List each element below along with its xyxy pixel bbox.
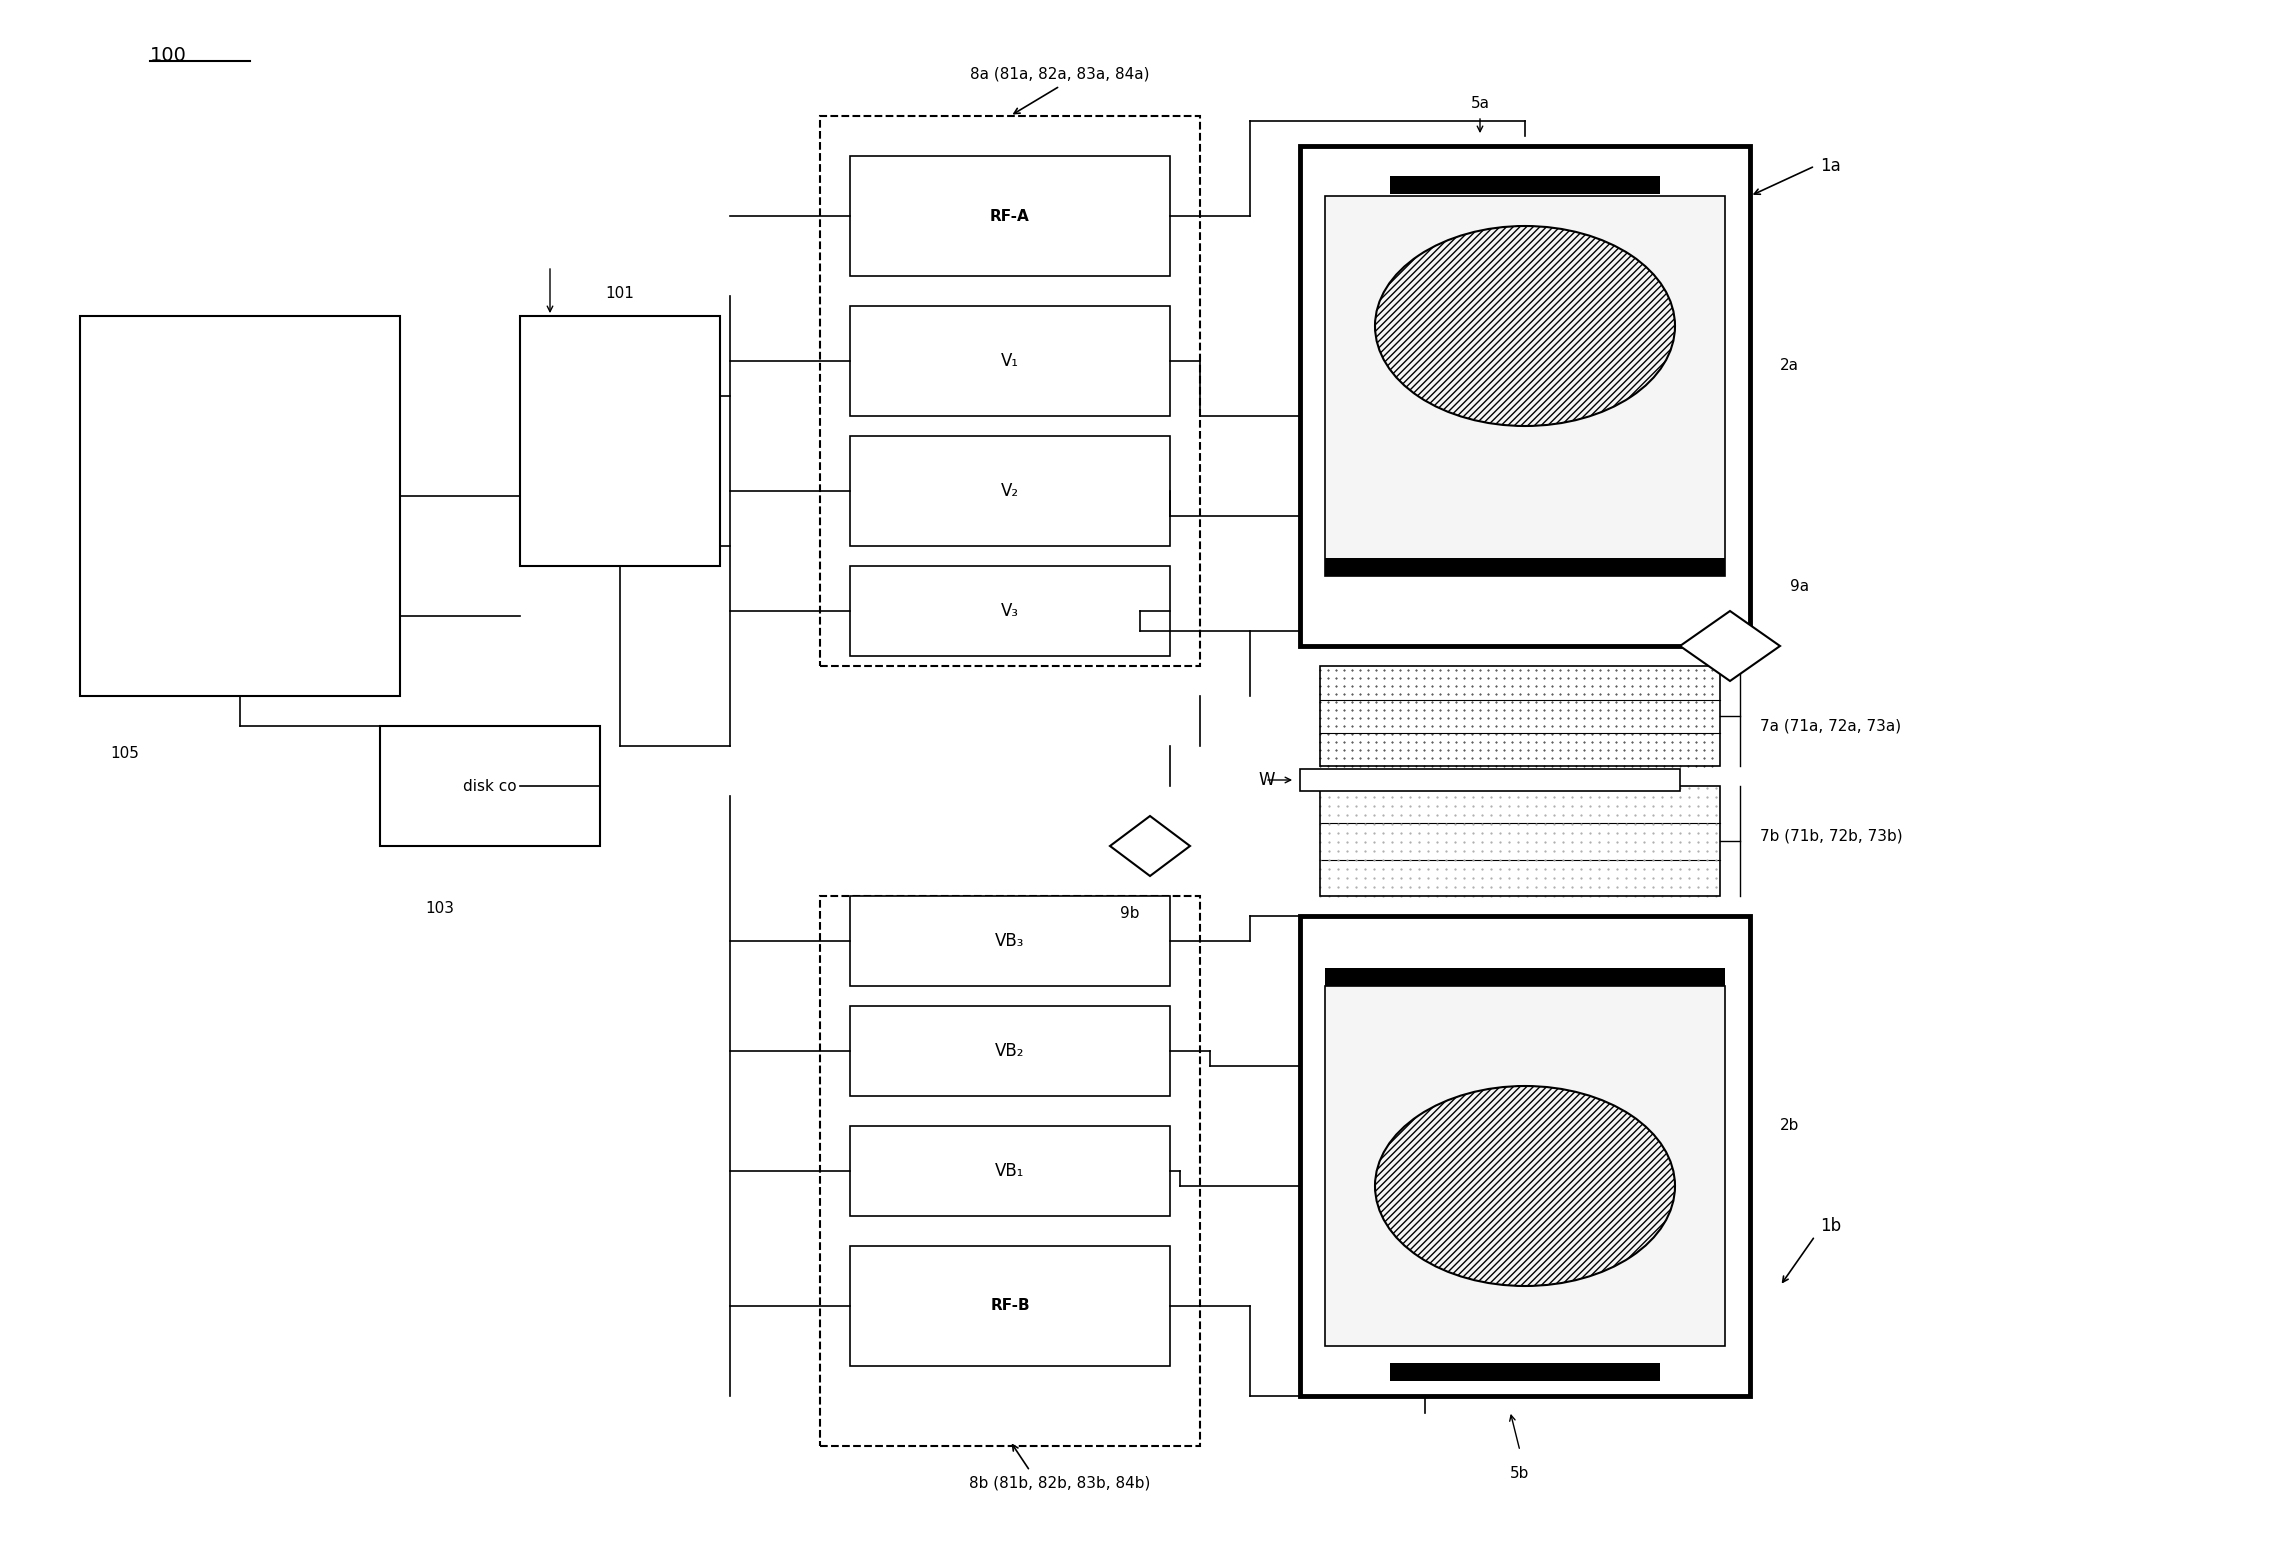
Bar	[1324, 986, 1726, 1347]
Bar	[1324, 558, 1726, 577]
Text: 5a: 5a	[1472, 96, 1490, 111]
Text: 7a (71a, 72a, 73a): 7a (71a, 72a, 73a)	[1760, 719, 1901, 733]
Bar	[1299, 145, 1751, 646]
Bar	[820, 116, 1199, 666]
Text: 100: 100	[150, 46, 186, 65]
Bar	[1319, 666, 1719, 765]
Text: VB₂: VB₂	[995, 1042, 1024, 1061]
Text: RF-B: RF-B	[990, 1299, 1029, 1314]
Text: 7b (71b, 72b, 73b): 7b (71b, 72b, 73b)	[1760, 829, 1903, 844]
Polygon shape	[1681, 611, 1780, 680]
Bar	[820, 897, 1199, 1446]
Text: 2b: 2b	[1780, 1118, 1799, 1133]
Text: 8a (81a, 82a, 83a, 84a): 8a (81a, 82a, 83a, 84a)	[970, 66, 1149, 80]
Bar	[849, 1006, 1170, 1096]
Bar	[379, 727, 600, 846]
Bar	[1390, 176, 1660, 193]
Bar	[1324, 968, 1726, 986]
Text: VB₃: VB₃	[995, 932, 1024, 949]
Text: RF-A: RF-A	[990, 209, 1029, 224]
Bar	[1299, 768, 1681, 792]
Text: W: W	[1258, 771, 1274, 788]
Text: 5b: 5b	[1510, 1466, 1531, 1481]
Bar	[849, 1125, 1170, 1217]
Bar	[849, 306, 1170, 416]
Text: 2a: 2a	[1780, 359, 1799, 374]
Bar	[1390, 1364, 1660, 1381]
Polygon shape	[1111, 816, 1190, 877]
Bar	[849, 436, 1170, 546]
Bar	[520, 315, 720, 566]
Text: 1a: 1a	[1819, 158, 1842, 175]
Text: V₁: V₁	[1002, 352, 1020, 369]
Text: 101: 101	[606, 286, 634, 301]
Text: V₃: V₃	[1002, 601, 1020, 620]
Text: 103: 103	[425, 901, 454, 915]
Bar	[849, 897, 1170, 986]
Text: 105: 105	[109, 747, 139, 761]
Bar	[849, 566, 1170, 656]
Bar	[79, 315, 400, 696]
Bar	[849, 156, 1170, 277]
Bar	[849, 1246, 1170, 1367]
Text: disk co: disk co	[463, 779, 518, 793]
Bar	[1319, 785, 1719, 897]
Text: 9a: 9a	[1790, 578, 1810, 594]
Bar	[1324, 196, 1726, 577]
Text: V₂: V₂	[1002, 482, 1020, 499]
Text: 8b (81b, 82b, 83b, 84b): 8b (81b, 82b, 83b, 84b)	[970, 1476, 1151, 1490]
Text: VB₁: VB₁	[995, 1163, 1024, 1180]
Bar	[1299, 915, 1751, 1396]
Text: 9b: 9b	[1120, 906, 1140, 921]
Text: 1b: 1b	[1819, 1217, 1842, 1235]
